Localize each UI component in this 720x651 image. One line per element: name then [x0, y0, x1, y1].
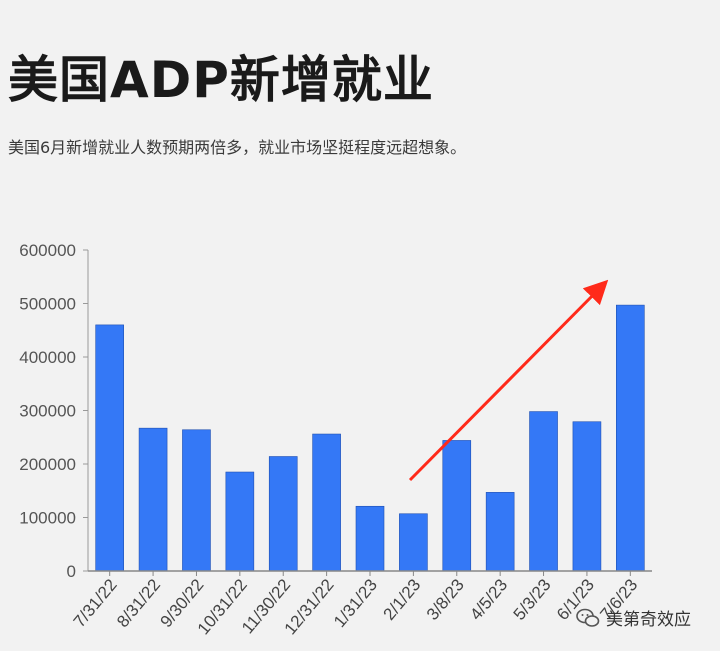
y-tick-label: 100000 [19, 509, 76, 528]
y-tick-label: 500000 [19, 295, 76, 314]
y-axis: 0 100000 200000 300000 400000 500000 600000 [19, 241, 89, 581]
bar [616, 304, 645, 572]
bar [268, 456, 298, 572]
bar [399, 513, 428, 572]
bar [225, 471, 255, 572]
y-tick-label: 200000 [19, 455, 76, 474]
bars [95, 304, 645, 572]
bar [138, 427, 168, 572]
bar [485, 492, 515, 572]
watermark: 美第奇效应 [576, 605, 691, 630]
bar [95, 324, 124, 572]
x-tick-label: 8/31/22 [113, 575, 164, 631]
x-tick-label: 5/3/23 [510, 575, 555, 623]
bar [572, 421, 602, 572]
x-tick-label: 1/31/23 [330, 575, 381, 631]
x-tick-label: 4/5/23 [466, 575, 511, 623]
bar [442, 440, 472, 572]
x-tick-label: 7/31/22 [70, 575, 121, 631]
bar [529, 411, 558, 572]
trend-arrow [408, 279, 609, 482]
x-tick-label: 3/8/23 [423, 575, 468, 623]
y-tick-label: 0 [67, 562, 76, 581]
x-tick-label: 2/1/23 [380, 575, 425, 623]
chart-subtitle: 美国6月新增就业人数预期两倍多，就业市场坚挺程度远超想象。 [8, 138, 467, 157]
bar [312, 433, 341, 572]
wechat-icon [576, 608, 600, 628]
bar [355, 505, 385, 572]
y-tick-label: 400000 [19, 348, 76, 367]
y-tick-label: 300000 [19, 402, 76, 421]
y-tick-label: 600000 [19, 241, 76, 260]
bar [182, 429, 211, 572]
x-axis: 7/31/228/31/229/30/2210/31/2211/30/2212/… [70, 570, 652, 638]
chart-title: 美国ADP新增就业 [8, 51, 434, 109]
watermark-text: 美第奇效应 [606, 610, 691, 630]
